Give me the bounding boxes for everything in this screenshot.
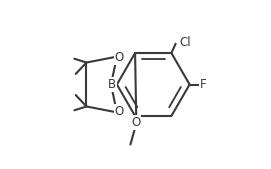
Text: O: O bbox=[131, 116, 140, 129]
Text: O: O bbox=[115, 105, 124, 118]
Text: F: F bbox=[200, 78, 206, 91]
Text: B: B bbox=[108, 78, 116, 91]
Text: Cl: Cl bbox=[179, 36, 191, 49]
Text: O: O bbox=[115, 51, 124, 64]
